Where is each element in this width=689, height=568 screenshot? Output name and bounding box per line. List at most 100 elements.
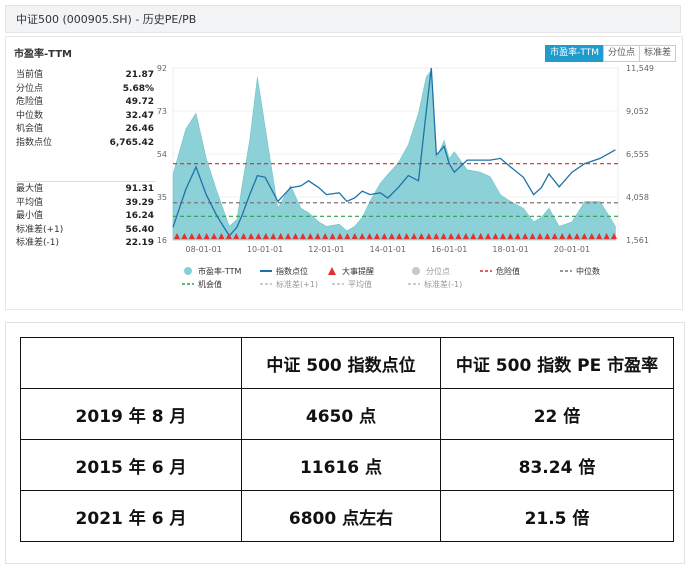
x-tick-label: 20-01-01 [554,245,590,254]
event-marker [477,233,484,239]
event-marker [381,233,388,239]
event-marker [411,233,418,239]
y-tick-label-right: 11,549 [626,64,654,73]
event-marker [174,233,180,239]
legend-label: 标准差(-1) [424,279,462,289]
x-tick-label: 14-01-01 [370,245,406,254]
stat-std-plus: 标准差(+1) 56.40 [16,224,154,235]
table-cell: 11616 点 [241,439,441,491]
event-marker [292,233,299,239]
event-marker [581,233,588,239]
event-marker [336,233,343,239]
stat-std-minus: 标准差(-1) 22.19 [16,238,154,248]
stat-percentile: 分位点 5.68% [16,83,154,94]
table-row: 2019 年 8 月 4650 点 22 倍 [20,388,674,440]
event-marker [255,233,262,239]
event-marker [277,233,284,239]
comparison-table: 中证 500 指数点位 中证 500 指数 PE 市盈率 2019 年 8 月 … [20,337,674,542]
x-tick-label: 08-01-01 [186,245,222,254]
event-marker [611,233,617,239]
legend-label: 平均值 [348,279,372,289]
x-tick-label: 12-01-01 [308,245,344,254]
table-cell: 2021 年 6 月 [20,490,242,542]
event-marker [203,233,210,239]
event-marker [507,233,514,239]
event-marker [559,233,566,239]
x-tick-label: 16-01-01 [431,245,467,254]
event-marker [455,233,462,239]
table-cell: 4650 点 [241,388,441,440]
event-marker [211,233,218,239]
event-marker [588,233,595,239]
event-marker [499,233,506,239]
event-marker [544,233,551,239]
y-tick-label-left: 16 [157,236,167,245]
legend-swatch [184,267,192,275]
tab-std-dev[interactable]: 标准差 [638,45,676,62]
event-marker [188,233,195,239]
event-marker [262,233,269,239]
event-marker [403,233,410,239]
legend-label: 机会值 [198,279,222,289]
event-marker [322,233,329,239]
stats-divider [16,181,156,182]
event-marker [433,233,440,239]
event-marker [551,233,558,239]
stat-danger-value: 危险值 49.72 [16,97,154,107]
tab-percentile[interactable]: 分位点 [602,45,640,62]
chart-panel: 市盈率-TTM 市盈率-TTM 分位点 标准差 当前值 21.87 分位点 5.68… [5,36,683,310]
y-tick-label-left: 73 [157,107,167,116]
index-line-series [172,67,616,237]
y-tick-label-left: 35 [157,193,167,202]
event-marker [181,233,188,239]
page-title: 中证500 (000905.SH) - 历史PE/PB [16,13,197,26]
event-marker [344,233,351,239]
legend-label: 分位点 [426,266,450,276]
event-marker [307,233,314,239]
stat-index-level: 指数点位 6,765.42 [16,137,154,148]
event-marker [314,233,321,239]
comparison-table-card: 中证 500 指数点位 中证 500 指数 PE 市盈率 2019 年 8 月 … [5,322,685,564]
y-tick-label-right: 4,058 [626,193,649,202]
y-tick-label-left: 54 [157,150,167,159]
legend-swatch [412,267,420,275]
event-marker [529,233,536,239]
event-marker [492,233,499,239]
event-marker [448,233,455,239]
event-marker [233,233,240,239]
table-cell: 6800 点左右 [241,490,441,542]
event-marker [299,233,306,239]
pe-chart: 92 73 54 35 16 11,549 9,052 6,555 4,058 1,561 08-0… [157,64,654,289]
valuation-widget: 中证500 (000905.SH) - 历史PE/PB 市盈率-TTM 市盈率-… [5,5,683,310]
event-marker [566,233,573,239]
legend-label: 大事提醒 [342,266,374,276]
event-marker [285,233,292,239]
event-marker [329,233,336,239]
event-marker [514,233,521,239]
event-marker [366,233,373,239]
legend-label: 危险值 [496,266,520,276]
event-marker [388,233,395,239]
table-row: 2015 年 6 月 11616 点 83.24 倍 [20,439,674,491]
event-marker [196,233,203,239]
event-marker [351,233,358,239]
event-marker [470,233,477,239]
event-marker [485,233,492,239]
table-cell: 21.5 倍 [440,490,674,542]
x-tick-label: 10-01-01 [247,245,283,254]
pe-area-series [172,69,616,241]
stat-median: 中位数 32.47 [16,110,154,121]
event-marker [373,233,380,239]
event-marker [522,233,529,239]
legend-label: 指数点位 [276,266,308,276]
stats-current: 当前值 21.87 分位点 5.68% 危险值 49.72 中位数 32.47 机会值 2… [16,69,154,150]
legend-label: 市盈率-TTM [198,266,242,276]
header-bar: 中证500 (000905.SH) - 历史PE/PB [5,5,681,33]
event-marker [240,233,247,239]
table-cell: 83.24 倍 [440,439,674,491]
event-marker [396,233,403,239]
y-tick-label-left: 92 [157,64,167,73]
event-marker [603,233,610,239]
legend-label: 标准差(+1) [276,279,318,289]
stat-mean: 平均值 39.29 [16,197,154,208]
